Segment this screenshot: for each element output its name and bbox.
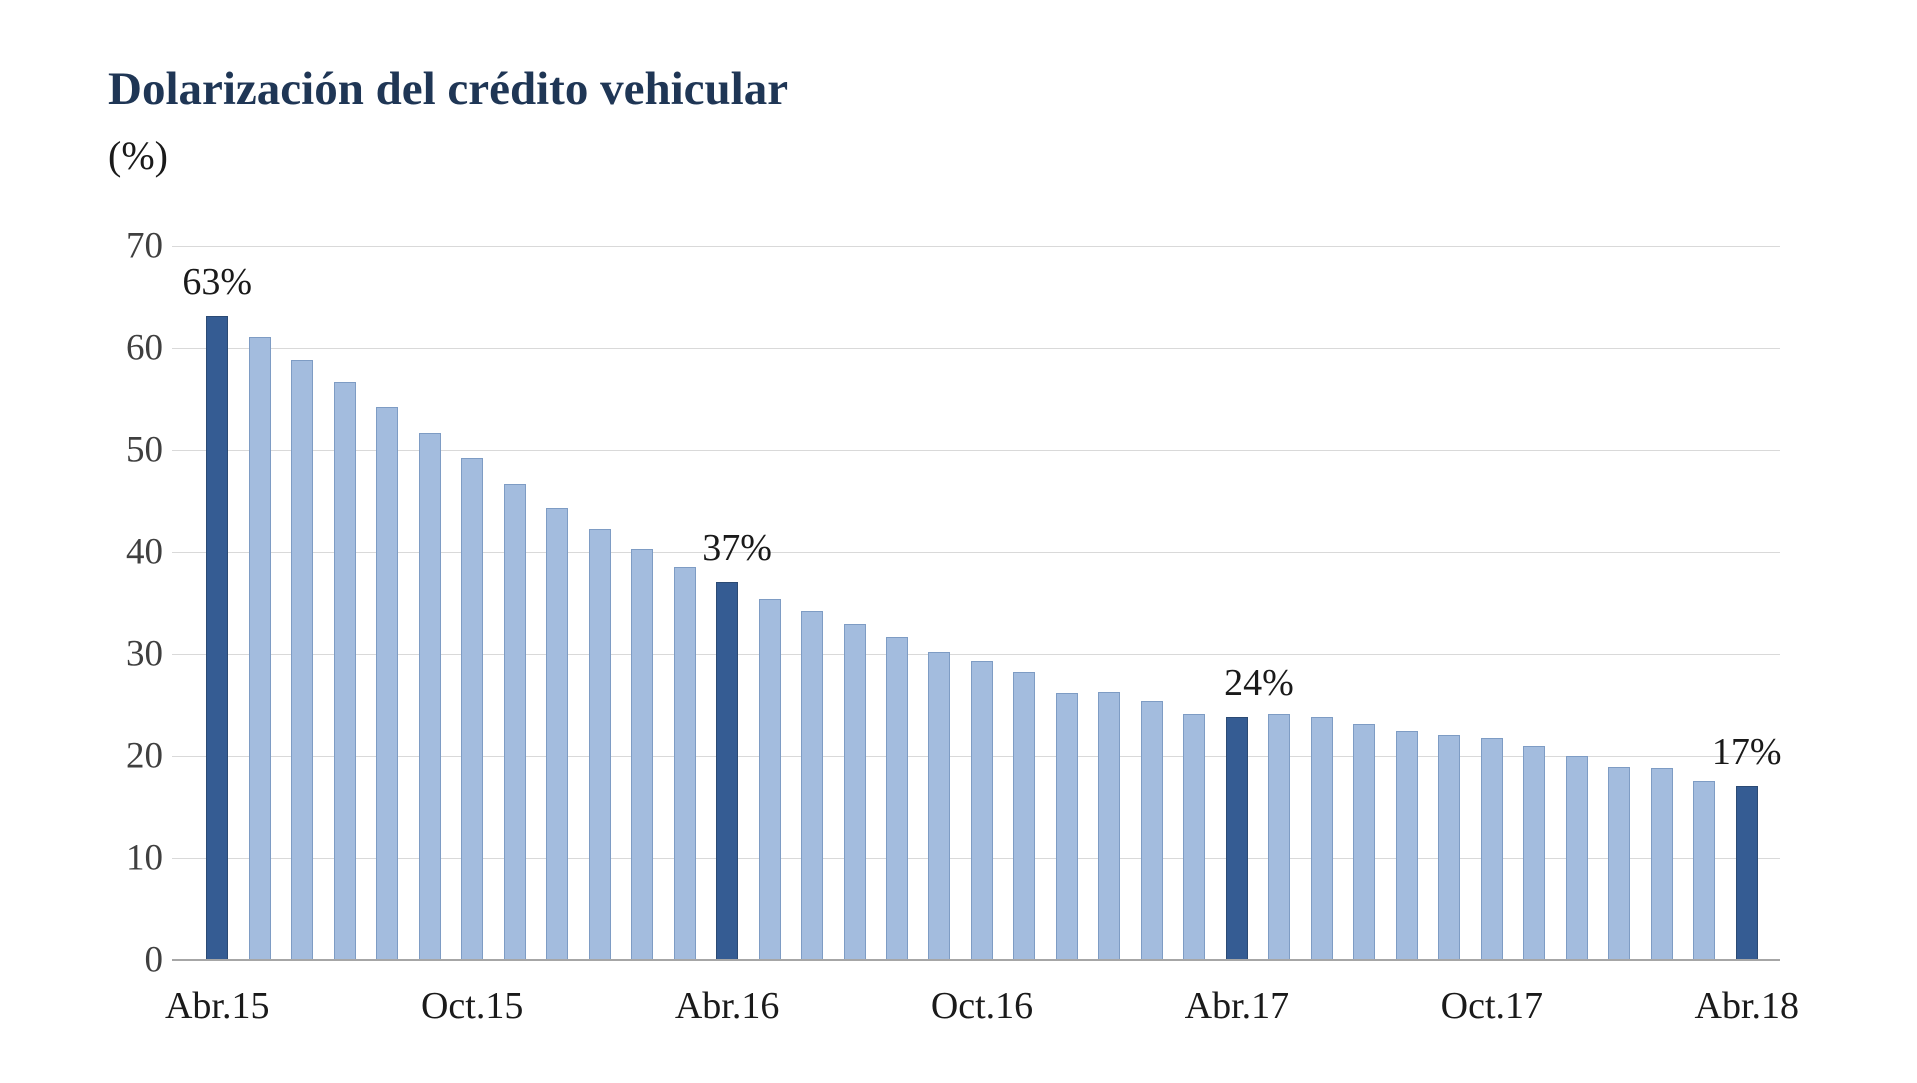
y-tick-label: 20: [126, 735, 163, 777]
bar-highlighted: [1735, 785, 1758, 960]
bar: [1268, 714, 1291, 960]
bar: [588, 528, 611, 960]
x-tick-label-Abr.15: Abr.15: [164, 985, 270, 1027]
bar: [1013, 672, 1036, 960]
bar: [1098, 691, 1121, 960]
bar: [1395, 730, 1418, 960]
bar: [1693, 780, 1716, 960]
x-tick-label-Oct.15: Oct.15: [420, 985, 524, 1027]
bar: [1183, 714, 1206, 960]
bar: [1650, 768, 1673, 960]
bar: [843, 624, 866, 960]
bar: [461, 458, 484, 960]
bar: [333, 381, 356, 960]
bar: [503, 483, 526, 960]
bar: [546, 508, 569, 960]
bar-highlighted: [206, 316, 229, 960]
y-tick-label: 40: [126, 531, 163, 573]
x-tick-label-Oct.16: Oct.16: [930, 985, 1034, 1027]
bar-highlighted: [716, 581, 739, 960]
bar: [248, 336, 271, 960]
y-tick-label: 70: [126, 225, 163, 267]
y-tick-label: 0: [144, 939, 164, 981]
bar: [1353, 724, 1376, 960]
y-tick-label: 10: [126, 837, 163, 879]
y-tick-label: 60: [126, 327, 163, 369]
bar-value-label: 63%: [182, 261, 253, 304]
bar: [1310, 717, 1333, 960]
bar: [376, 407, 399, 960]
bar-value-label: 37%: [702, 526, 772, 569]
bar-value-label: 17%: [1711, 730, 1782, 773]
bar: [1055, 692, 1078, 960]
x-tick-label-Abr.16: Abr.16: [674, 985, 780, 1027]
bar: [758, 598, 781, 960]
bar: [418, 432, 441, 960]
bar: [1523, 745, 1546, 960]
bar-value-label: 24%: [1224, 662, 1294, 705]
bar: [1140, 700, 1163, 960]
gridline-40: [172, 552, 1780, 553]
bar: [928, 651, 951, 960]
bar: [1608, 767, 1631, 960]
gridline-30: [172, 654, 1780, 655]
gridline-60: [172, 348, 1780, 349]
y-tick-label: 30: [126, 633, 163, 675]
bar: [1438, 734, 1461, 960]
bar: [801, 611, 824, 960]
bar: [631, 548, 654, 960]
bar: [1565, 756, 1588, 960]
bar: [673, 567, 696, 960]
x-tick-label-Abr.18: Abr.18: [1694, 985, 1800, 1027]
plot-area: 63% 37% 24% 17%: [172, 246, 1782, 961]
chart-y-axis-unit: (%): [108, 133, 168, 178]
bar: [291, 360, 314, 960]
bar: [885, 636, 908, 960]
x-tick-label-Oct.17: Oct.17: [1440, 985, 1544, 1027]
x-tick-label-Abr.17: Abr.17: [1184, 985, 1290, 1027]
bar-highlighted: [1225, 717, 1248, 960]
x-axis-line: [172, 959, 1780, 961]
gridline-50: [172, 450, 1780, 451]
gridline-70: [172, 246, 1780, 247]
chart-title: Dolarización del crédito vehicular: [108, 63, 789, 115]
bar-series: [172, 246, 1780, 960]
y-tick-label: 50: [126, 429, 163, 471]
bar: [970, 661, 993, 960]
bar: [1480, 737, 1503, 960]
